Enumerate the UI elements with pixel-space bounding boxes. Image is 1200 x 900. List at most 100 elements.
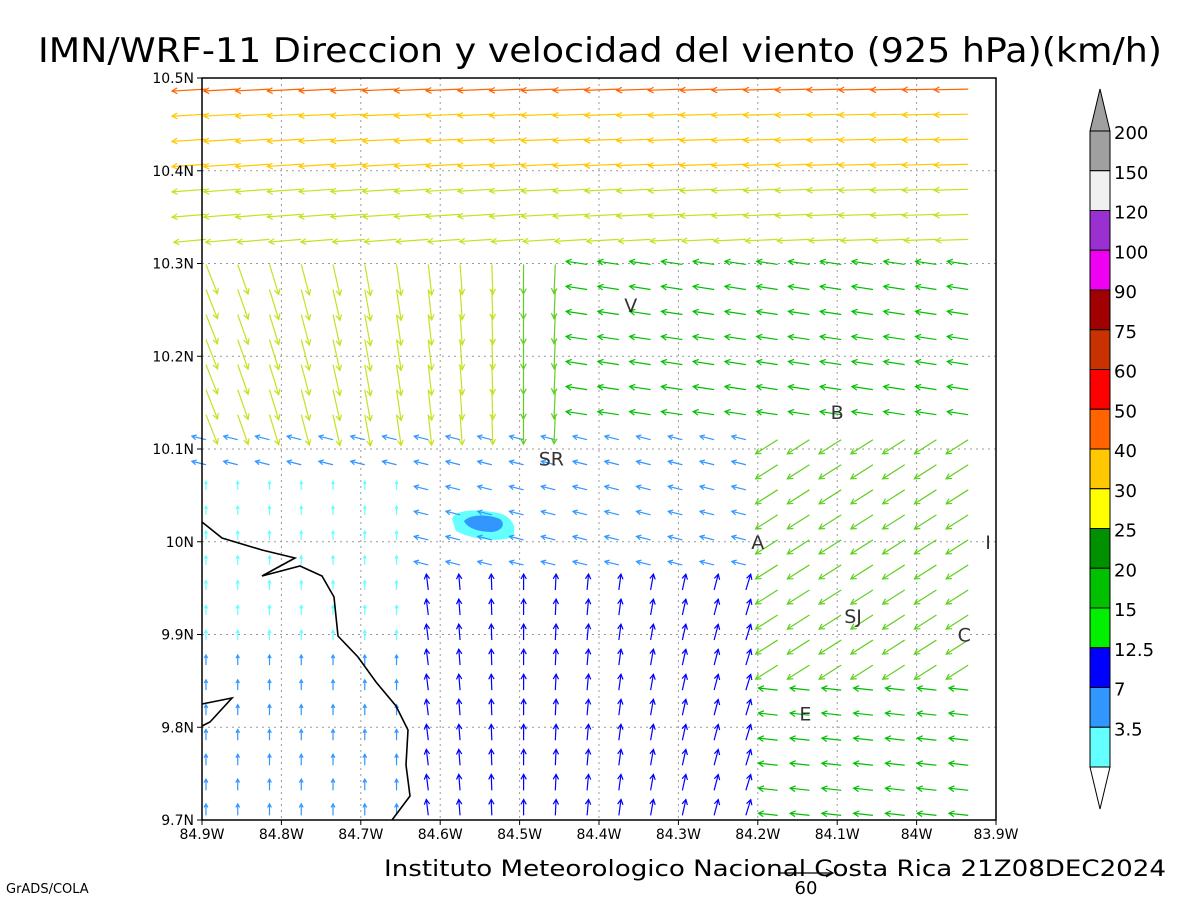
wind-vector — [267, 480, 272, 490]
wind-vector — [667, 434, 683, 441]
y-tick-label: 10.1N — [152, 442, 194, 458]
wind-vector — [805, 186, 842, 194]
wind-vector — [755, 258, 778, 266]
wind-vector — [520, 264, 527, 296]
wind-vector — [455, 647, 463, 666]
wind-vector — [299, 604, 304, 616]
wind-vector — [235, 802, 241, 816]
wind-vector — [901, 186, 937, 194]
wind-vector — [787, 333, 810, 341]
wind-vector — [884, 710, 905, 717]
wind-vector — [266, 187, 302, 195]
wind-vector — [932, 136, 969, 144]
wind-vector — [678, 162, 715, 169]
wind-vector — [300, 414, 312, 447]
wind-vector — [649, 698, 656, 716]
wind-vector — [362, 529, 367, 540]
wind-vector — [476, 484, 492, 491]
legend-swatch — [1089, 289, 1111, 331]
wind-vector — [805, 136, 842, 144]
wind-vector — [946, 383, 969, 391]
wind-vector — [489, 389, 497, 421]
wind-vector — [635, 559, 651, 566]
legend-label: 7 — [1114, 680, 1125, 701]
wind-vector — [362, 753, 368, 766]
wind-vector — [913, 639, 937, 655]
wind-vector — [947, 785, 969, 793]
wind-vector — [945, 464, 969, 480]
wind-vector — [615, 111, 651, 119]
wind-vector — [603, 509, 619, 516]
wind-vector — [818, 308, 842, 316]
wind-vector — [330, 653, 336, 666]
wind-vector — [584, 673, 592, 691]
wind-vector — [678, 111, 715, 119]
wind-vector — [776, 237, 810, 244]
wind-vector — [615, 136, 651, 144]
wind-vector — [540, 534, 556, 541]
wind-vector — [584, 622, 592, 641]
wind-vector — [551, 162, 588, 170]
wind-vector — [427, 414, 435, 447]
place-label: SR — [539, 448, 564, 470]
wind-vector — [297, 112, 334, 120]
wind-vector — [710, 111, 746, 119]
wind-vector — [884, 760, 905, 768]
wind-vector — [691, 258, 715, 266]
wind-vector — [837, 86, 873, 94]
wind-vector — [297, 137, 334, 145]
wind-vector — [364, 414, 373, 448]
wind-vector — [520, 622, 527, 641]
x-tick-label: 84.6W — [418, 827, 463, 843]
wind-vector — [913, 539, 937, 555]
wind-vector — [362, 554, 367, 565]
legend-swatch — [1089, 528, 1111, 569]
wind-vector — [882, 383, 905, 391]
wind-vector — [203, 678, 209, 691]
wind-vector — [850, 283, 874, 291]
wind-vector — [455, 698, 463, 716]
wind-vector — [395, 289, 404, 322]
wind-vector — [412, 459, 429, 466]
wind-vector — [945, 564, 969, 580]
lat-lon-gridlines — [202, 78, 996, 820]
wind-vector — [698, 559, 715, 566]
wind-vector — [818, 358, 842, 366]
wind-vector — [881, 564, 906, 580]
wind-vector — [754, 514, 778, 530]
wind-vector — [788, 710, 810, 717]
wind-vector — [330, 604, 336, 616]
wind-vector — [723, 408, 746, 416]
wind-vector — [266, 112, 302, 120]
wind-vector — [681, 673, 689, 691]
wind-vector — [774, 86, 810, 94]
wind-vector — [884, 735, 905, 743]
wind-vector — [667, 484, 683, 491]
wind-vector — [395, 314, 404, 347]
wind-vector — [584, 773, 592, 791]
wind-vector — [427, 364, 435, 397]
place-label: V — [624, 295, 637, 317]
wind-vector — [300, 314, 312, 347]
wind-vector — [489, 414, 497, 446]
wind-vector — [849, 664, 874, 680]
reference-vector-label: 60 — [795, 878, 818, 899]
wind-vector — [332, 339, 343, 372]
chart-title: IMN/WRF-11 Direccion y velocidad del vie… — [38, 31, 1162, 71]
wind-vector — [508, 459, 524, 466]
wind-vector — [881, 614, 906, 630]
wind-vector — [945, 539, 969, 555]
wind-vector — [649, 773, 656, 791]
wind-vector — [660, 333, 683, 341]
wind-vector — [710, 161, 746, 169]
wind-vector — [945, 614, 969, 630]
wind-vector — [424, 137, 461, 145]
wind-vector — [393, 187, 429, 195]
wind-vector — [647, 212, 683, 220]
wind-vector — [508, 484, 524, 491]
legend-swatch — [1089, 210, 1111, 251]
wind-vector — [455, 748, 463, 766]
wind-vector — [456, 187, 492, 195]
wind-vector — [742, 111, 778, 119]
wind-vector — [300, 364, 312, 397]
